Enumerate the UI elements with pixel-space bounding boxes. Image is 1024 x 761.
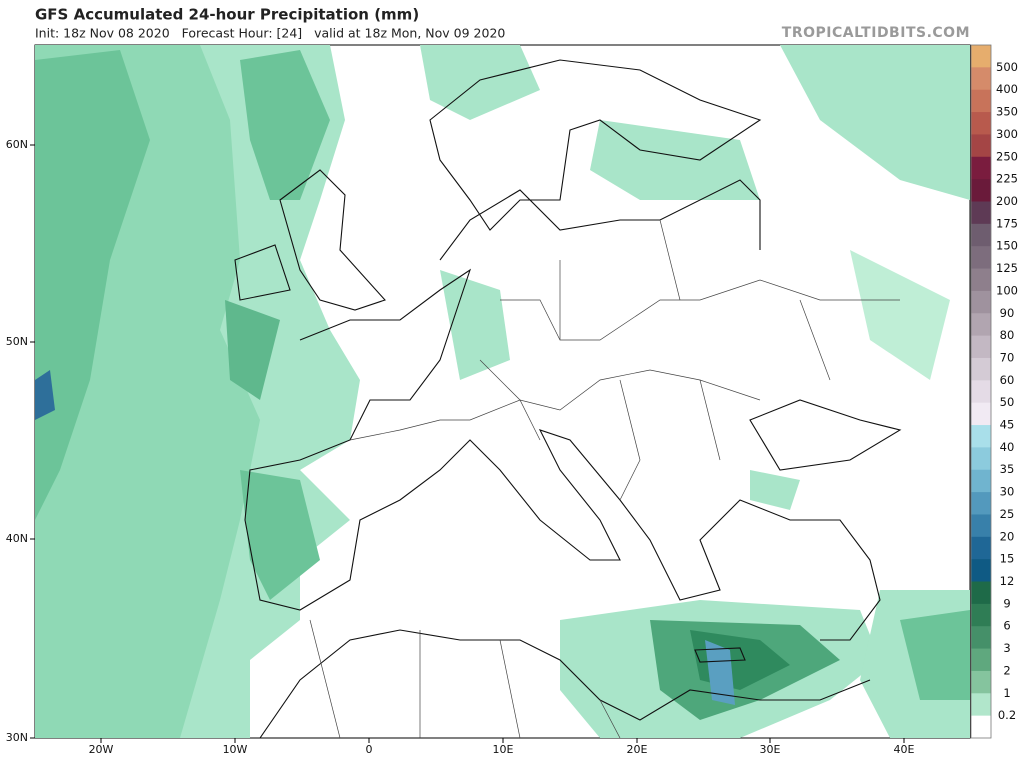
colorbar-label: 150 — [996, 239, 1018, 253]
colorbar-swatch — [971, 514, 991, 538]
colorbar-label: 60 — [1000, 373, 1015, 387]
colorbar-swatch — [971, 290, 991, 314]
colorbar-swatch — [971, 469, 991, 493]
precip-field — [35, 45, 970, 738]
colorbar-label: 70 — [1000, 350, 1015, 364]
brand: TROPICALTIDBITS.COM — [782, 25, 970, 41]
colorbar-swatch — [971, 581, 991, 605]
colorbar-swatch — [971, 156, 991, 180]
colorbar-label: 100 — [996, 283, 1018, 297]
colorbar-label: 0.2 — [998, 708, 1016, 722]
lat-label: 60N — [6, 138, 28, 151]
colorbar-label: 80 — [1000, 328, 1015, 342]
colorbar-swatch — [971, 45, 991, 68]
colorbar-swatch — [971, 201, 991, 225]
colorbar-label: 300 — [996, 127, 1018, 141]
colorbar-swatch — [971, 112, 991, 135]
colorbar-label: 3 — [1003, 641, 1010, 655]
colorbar-swatch — [971, 402, 991, 426]
colorbar-swatch — [971, 693, 991, 717]
colorbar-label: 40 — [1000, 440, 1015, 454]
lon-label: 10W — [223, 743, 248, 756]
colorbar-swatch — [971, 380, 991, 404]
map — [34, 44, 971, 739]
lon-label: 10E — [493, 743, 514, 756]
axes: 60N 50N 40N 30N 20W 10W 0 10E 20E 30E 40E — [6, 138, 915, 756]
colorbar-swatch — [971, 492, 991, 515]
colorbar-swatch — [971, 626, 991, 650]
colorbar-swatch — [971, 313, 991, 337]
lon-label: 20E — [627, 743, 648, 756]
lat-label: 50N — [6, 335, 28, 348]
colorbar-swatch — [971, 134, 991, 158]
colorbar-swatch — [971, 536, 991, 560]
colorbar-label: 200 — [996, 194, 1018, 208]
colorbar-label: 50 — [1000, 395, 1015, 409]
colorbar-swatch — [971, 603, 991, 627]
colorbar-swatch — [971, 268, 991, 292]
colorbar-label: 500 — [996, 60, 1018, 74]
colorbar-label: 2 — [1003, 663, 1010, 677]
coastlines — [234, 59, 902, 738]
lon-label: 0 — [366, 743, 373, 756]
colorbar-swatch — [971, 670, 991, 694]
colorbar-swatch — [971, 648, 991, 672]
colorbar-frame — [970, 44, 992, 739]
colorbar-label: 20 — [1000, 529, 1015, 543]
colorbar-swatch — [971, 559, 991, 583]
colorbar-label: 350 — [996, 105, 1018, 119]
lat-label: 40N — [6, 532, 28, 545]
colorbar: 5004003503002502252001751501251009080706… — [970, 44, 1018, 739]
colorbar-swatch — [971, 447, 991, 471]
colorbar-label: 15 — [1000, 552, 1015, 566]
lon-label: 20W — [89, 743, 114, 756]
colorbar-label: 6 — [1003, 619, 1010, 633]
lon-label: 40E — [894, 743, 915, 756]
borders — [309, 219, 900, 738]
colorbar-label: 225 — [996, 172, 1018, 186]
lon-label: 30E — [760, 743, 781, 756]
colorbar-swatch — [971, 246, 991, 270]
colorbar-swatch — [971, 179, 991, 202]
colorbar-label: 125 — [996, 261, 1018, 275]
colorbar-swatch — [971, 715, 991, 739]
colorbar-swatch — [971, 67, 991, 91]
lat-label: 30N — [6, 731, 28, 744]
colorbar-swatch — [971, 357, 991, 381]
colorbar-label: 30 — [1000, 485, 1015, 499]
colorbar-swatch — [971, 335, 991, 359]
subtitle: Init: 18z Nov 08 2020 Forecast Hour: [24… — [35, 26, 505, 41]
colorbar-swatch — [971, 425, 991, 448]
title: GFS Accumulated 24-hour Precipitation (m… — [35, 6, 419, 24]
colorbar-label: 45 — [1000, 418, 1015, 432]
colorbar-label: 90 — [1000, 306, 1015, 320]
colorbar-swatch — [971, 223, 991, 247]
colorbar-label: 25 — [1000, 507, 1015, 521]
colorbar-label: 400 — [996, 82, 1018, 96]
colorbar-label: 35 — [1000, 462, 1015, 476]
colorbar-label: 175 — [996, 216, 1018, 230]
colorbar-swatch — [971, 89, 991, 113]
colorbar-label: 1 — [1003, 686, 1010, 700]
colorbar-label: 250 — [996, 149, 1018, 163]
colorbar-label: 9 — [1003, 596, 1010, 610]
colorbar-label: 12 — [1000, 574, 1015, 588]
